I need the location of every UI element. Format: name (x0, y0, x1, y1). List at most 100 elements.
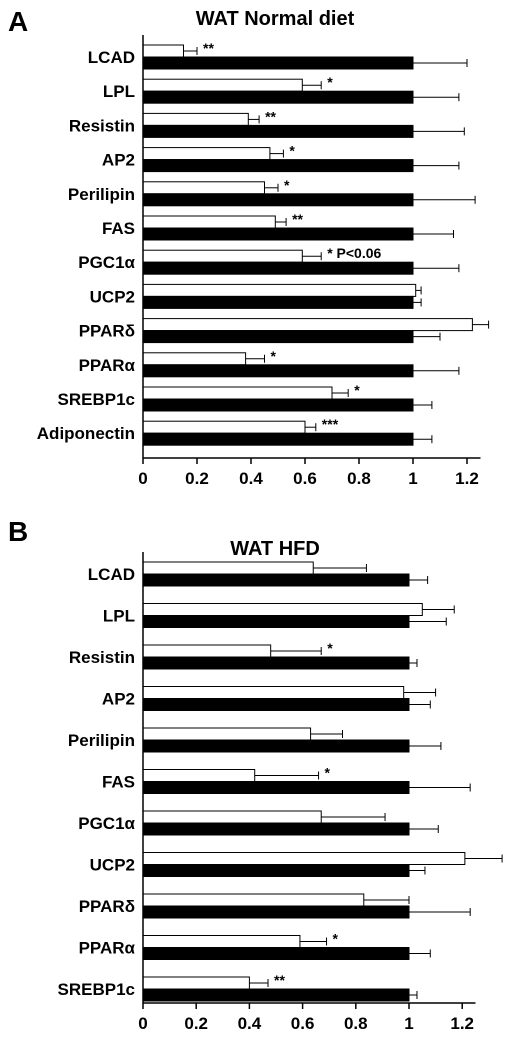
bar (142, 905, 410, 919)
bar (142, 686, 405, 699)
bar (142, 698, 410, 711)
panel-letter: B (8, 516, 29, 547)
category-label: FAS (102, 773, 135, 792)
bar (142, 852, 466, 865)
category-label: Resistin (69, 648, 135, 667)
significance-annotation: * (354, 382, 360, 398)
bar (142, 364, 414, 378)
bar (142, 615, 410, 628)
bar (142, 283, 417, 297)
bar (142, 181, 265, 195)
bar (142, 227, 414, 241)
bar (142, 386, 333, 400)
category-label: FAS (102, 219, 135, 238)
category-label: Perilipin (68, 731, 135, 750)
category-label: PGC1α (78, 253, 135, 272)
x-tick-label: 0.8 (344, 1014, 368, 1033)
bar (142, 352, 247, 366)
category-label: PPARδ (79, 897, 135, 916)
bar (142, 561, 314, 575)
bar (142, 90, 414, 104)
category-label: PPARδ (79, 322, 135, 341)
bar (142, 822, 410, 836)
bar (142, 44, 184, 58)
bar (142, 112, 249, 126)
significance-annotation: * (325, 765, 331, 781)
chart-title: WAT HFD (230, 538, 320, 560)
x-tick-label: 0.8 (347, 469, 371, 488)
bar (142, 56, 414, 70)
x-tick-label: 0 (138, 1014, 147, 1033)
significance-annotation: * (333, 931, 339, 947)
bar (142, 318, 473, 332)
x-tick-label: 0.6 (293, 469, 317, 488)
x-tick-label: 1.2 (455, 469, 479, 488)
significance-annotation: * P<0.06 (327, 245, 381, 261)
bar (142, 420, 306, 434)
significance-annotation: ** (292, 211, 303, 227)
category-label: LPL (103, 82, 135, 101)
bar (142, 159, 414, 173)
x-tick-label: 1.2 (450, 1014, 474, 1033)
category-label: SREBP1c (58, 390, 135, 409)
bar (142, 215, 276, 229)
x-tick-label: 1 (404, 1014, 413, 1033)
category-label: UCP2 (90, 856, 135, 875)
x-tick-label: 0.2 (185, 469, 209, 488)
x-tick-label: 0.4 (238, 1014, 262, 1033)
bar (142, 398, 414, 412)
x-tick-label: 0.4 (239, 469, 263, 488)
bar (142, 769, 256, 782)
bar (142, 656, 410, 670)
bar (142, 947, 410, 960)
bar (142, 193, 414, 207)
significance-annotation: * (284, 177, 290, 193)
category-label: Adiponectin (37, 424, 135, 443)
chart-title: WAT Normal diet (195, 8, 355, 30)
category-label: LCAD (88, 565, 135, 584)
significance-annotation: * (289, 143, 295, 159)
bar (142, 810, 322, 824)
bar (142, 147, 271, 161)
bar (142, 935, 301, 948)
bar (142, 330, 414, 344)
bar (142, 893, 365, 907)
category-label: SREBP1c (58, 980, 135, 999)
significance-annotation: ** (265, 108, 276, 124)
panel-a: A WAT Normal diet LCAD ** LPL * Resistin ** AP… (0, 0, 520, 505)
bar (142, 261, 414, 275)
bar (142, 249, 303, 263)
category-label: PGC1α (78, 814, 135, 833)
category-label: LCAD (88, 48, 135, 67)
bar (142, 864, 410, 877)
bar (142, 295, 414, 309)
significance-annotation: *** (322, 416, 339, 432)
significance-annotation: ** (203, 40, 214, 56)
category-label: AP2 (102, 690, 135, 709)
x-tick-label: 0 (138, 469, 147, 488)
x-tick-label: 0.2 (184, 1014, 208, 1033)
category-label: UCP2 (90, 287, 135, 306)
category-label: PPARα (79, 356, 136, 375)
bar (142, 781, 410, 794)
category-label: Perilipin (68, 185, 135, 204)
bar (142, 976, 250, 990)
category-label: LPL (103, 607, 135, 626)
bar (142, 78, 303, 92)
category-label: PPARα (79, 939, 136, 958)
bar (142, 727, 312, 741)
panel-b: B WAT HFD LCAD LPL Resistin * AP2 Perilipin FA… (0, 510, 520, 1051)
bar (142, 603, 423, 616)
bar (142, 739, 410, 753)
bar-chart-wat-hfd: LCAD LPL Resistin * AP2 Perilipin FAS * PGC1α UCP… (58, 552, 503, 1033)
category-label: Resistin (69, 116, 135, 135)
significance-annotation: ** (274, 972, 285, 988)
bar (142, 124, 414, 138)
bar-chart-wat-normal-diet: LCAD ** LPL * Resistin ** AP2 * Perilipin * FAS ** P… (37, 35, 490, 488)
bar (142, 988, 410, 1002)
x-tick-label: 1 (408, 469, 417, 488)
x-tick-label: 0.6 (291, 1014, 315, 1033)
panel-letter: A (8, 6, 29, 37)
bar (142, 432, 414, 446)
category-label: AP2 (102, 151, 135, 170)
